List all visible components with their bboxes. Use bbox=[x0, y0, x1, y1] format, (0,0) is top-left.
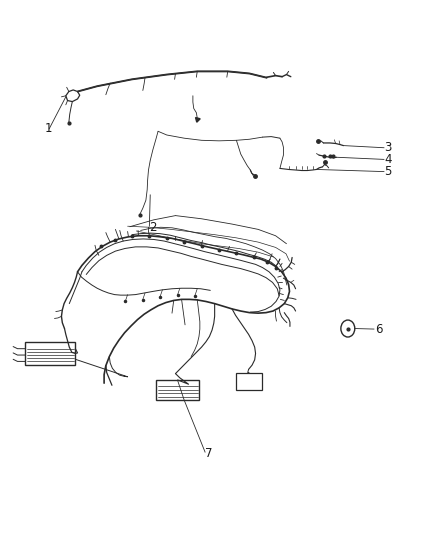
Text: 4: 4 bbox=[385, 153, 392, 166]
Text: 5: 5 bbox=[385, 165, 392, 178]
Text: 1: 1 bbox=[45, 122, 53, 135]
Bar bbox=[237, 373, 261, 390]
Text: 7: 7 bbox=[205, 447, 212, 459]
Text: 2: 2 bbox=[149, 221, 157, 235]
Text: 6: 6 bbox=[375, 322, 382, 336]
Text: 3: 3 bbox=[385, 141, 392, 154]
Bar bbox=[25, 342, 75, 365]
Bar bbox=[156, 380, 199, 400]
